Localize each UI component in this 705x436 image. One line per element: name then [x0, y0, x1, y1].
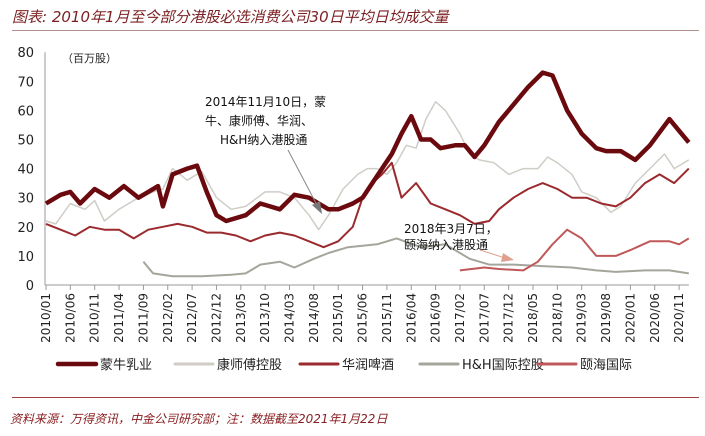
- y-tick-label: 50: [17, 134, 34, 149]
- x-tick-label: 2017/07: [477, 293, 491, 343]
- annotation-2-text: 颐海纳入港股通: [404, 237, 488, 252]
- x-tick-label: 2012/02: [161, 293, 175, 343]
- y-tick-label: 80: [17, 46, 34, 61]
- y-tick-label: 30: [17, 192, 34, 207]
- x-tick-label: 2020/01: [623, 293, 637, 343]
- annotation-1-text: 2014年11月10日，蒙: [205, 95, 326, 109]
- x-tick-label: 2014/03: [283, 293, 297, 343]
- series-line-4: [459, 228, 690, 272]
- x-tick-label: 2013/05: [234, 293, 248, 343]
- x-tick-label: 2019/03: [575, 293, 589, 343]
- y-tick-label: 20: [17, 221, 34, 236]
- annotation-2-arrow: [479, 249, 506, 259]
- x-tick-label: 2015/01: [331, 293, 345, 343]
- x-tick-label: 2020/11: [672, 293, 686, 343]
- legend-label: 蒙牛乳业: [100, 358, 152, 373]
- title-divider: [12, 30, 699, 31]
- x-tick-label: 2018/10: [550, 293, 564, 343]
- y-tick-label: 60: [17, 104, 34, 119]
- unit-label: （百万股）: [62, 52, 117, 65]
- x-tick-label: 2010/01: [39, 293, 53, 343]
- x-tick-label: 2015/11: [380, 293, 394, 343]
- x-tick-label: 2014/08: [307, 293, 321, 343]
- footer-divider: [12, 397, 699, 398]
- annotation-1-text: H&H纳入港股通: [220, 133, 307, 147]
- y-tick-label: 10: [17, 250, 34, 265]
- x-tick-label: 2010/06: [63, 293, 77, 343]
- x-tick-label: 2016/04: [404, 293, 418, 343]
- annotation-2-arrowhead: [501, 253, 514, 262]
- annotation-1-text: 牛、康师傅、华润、: [205, 113, 313, 128]
- chart-title: 图表: 2010年1月至今部分港股必选消费公司30日平均日均成交量: [12, 8, 449, 26]
- source-note: 资料来源：万得资讯，中金公司研究部；注：数据截至2021年1月22日: [10, 412, 388, 426]
- annotation-2-text: 2018年3月7日，: [404, 222, 498, 236]
- x-tick-label: 2017/02: [453, 293, 467, 343]
- x-tick-label: 2016/09: [429, 293, 443, 343]
- series-line-1: [45, 100, 690, 231]
- series-line-0: [44, 70, 691, 224]
- x-tick-label: 2018/05: [526, 293, 540, 343]
- legend-label: 康师傅控股: [217, 357, 282, 373]
- legend-label: 颐海国际: [580, 358, 632, 373]
- x-tick-label: 2013/10: [258, 293, 272, 343]
- legend-label: 华润啤酒: [342, 358, 394, 373]
- series-line-2: [45, 161, 690, 249]
- x-tick-label: 2011/09: [136, 293, 150, 343]
- line-chart: 0 10 20 30 40 50 60 70 80 （百万股） 2010/01 2010/06 2010…: [17, 46, 691, 373]
- y-tick-label: 70: [17, 75, 34, 90]
- x-tick-label: 2010/11: [88, 293, 102, 343]
- annotation-1-arrowhead: [312, 201, 322, 214]
- series-line-3: [142, 237, 689, 278]
- x-tick-label: 2011/04: [112, 293, 126, 343]
- x-tick-label: 2019/08: [599, 293, 613, 343]
- x-tick-label: 2020/06: [648, 293, 662, 343]
- legend-label: H&H国际控股: [462, 358, 544, 373]
- x-tick-label: 2017/12: [502, 293, 516, 343]
- x-tick-label: 2012/07: [185, 293, 199, 343]
- x-tick-label: 2015/06: [356, 293, 370, 343]
- y-tick-label: 0: [26, 279, 34, 294]
- annotation-1-arrow: [287, 149, 319, 208]
- y-tick-label: 40: [17, 163, 34, 178]
- x-tick-label: 2012/12: [209, 293, 223, 343]
